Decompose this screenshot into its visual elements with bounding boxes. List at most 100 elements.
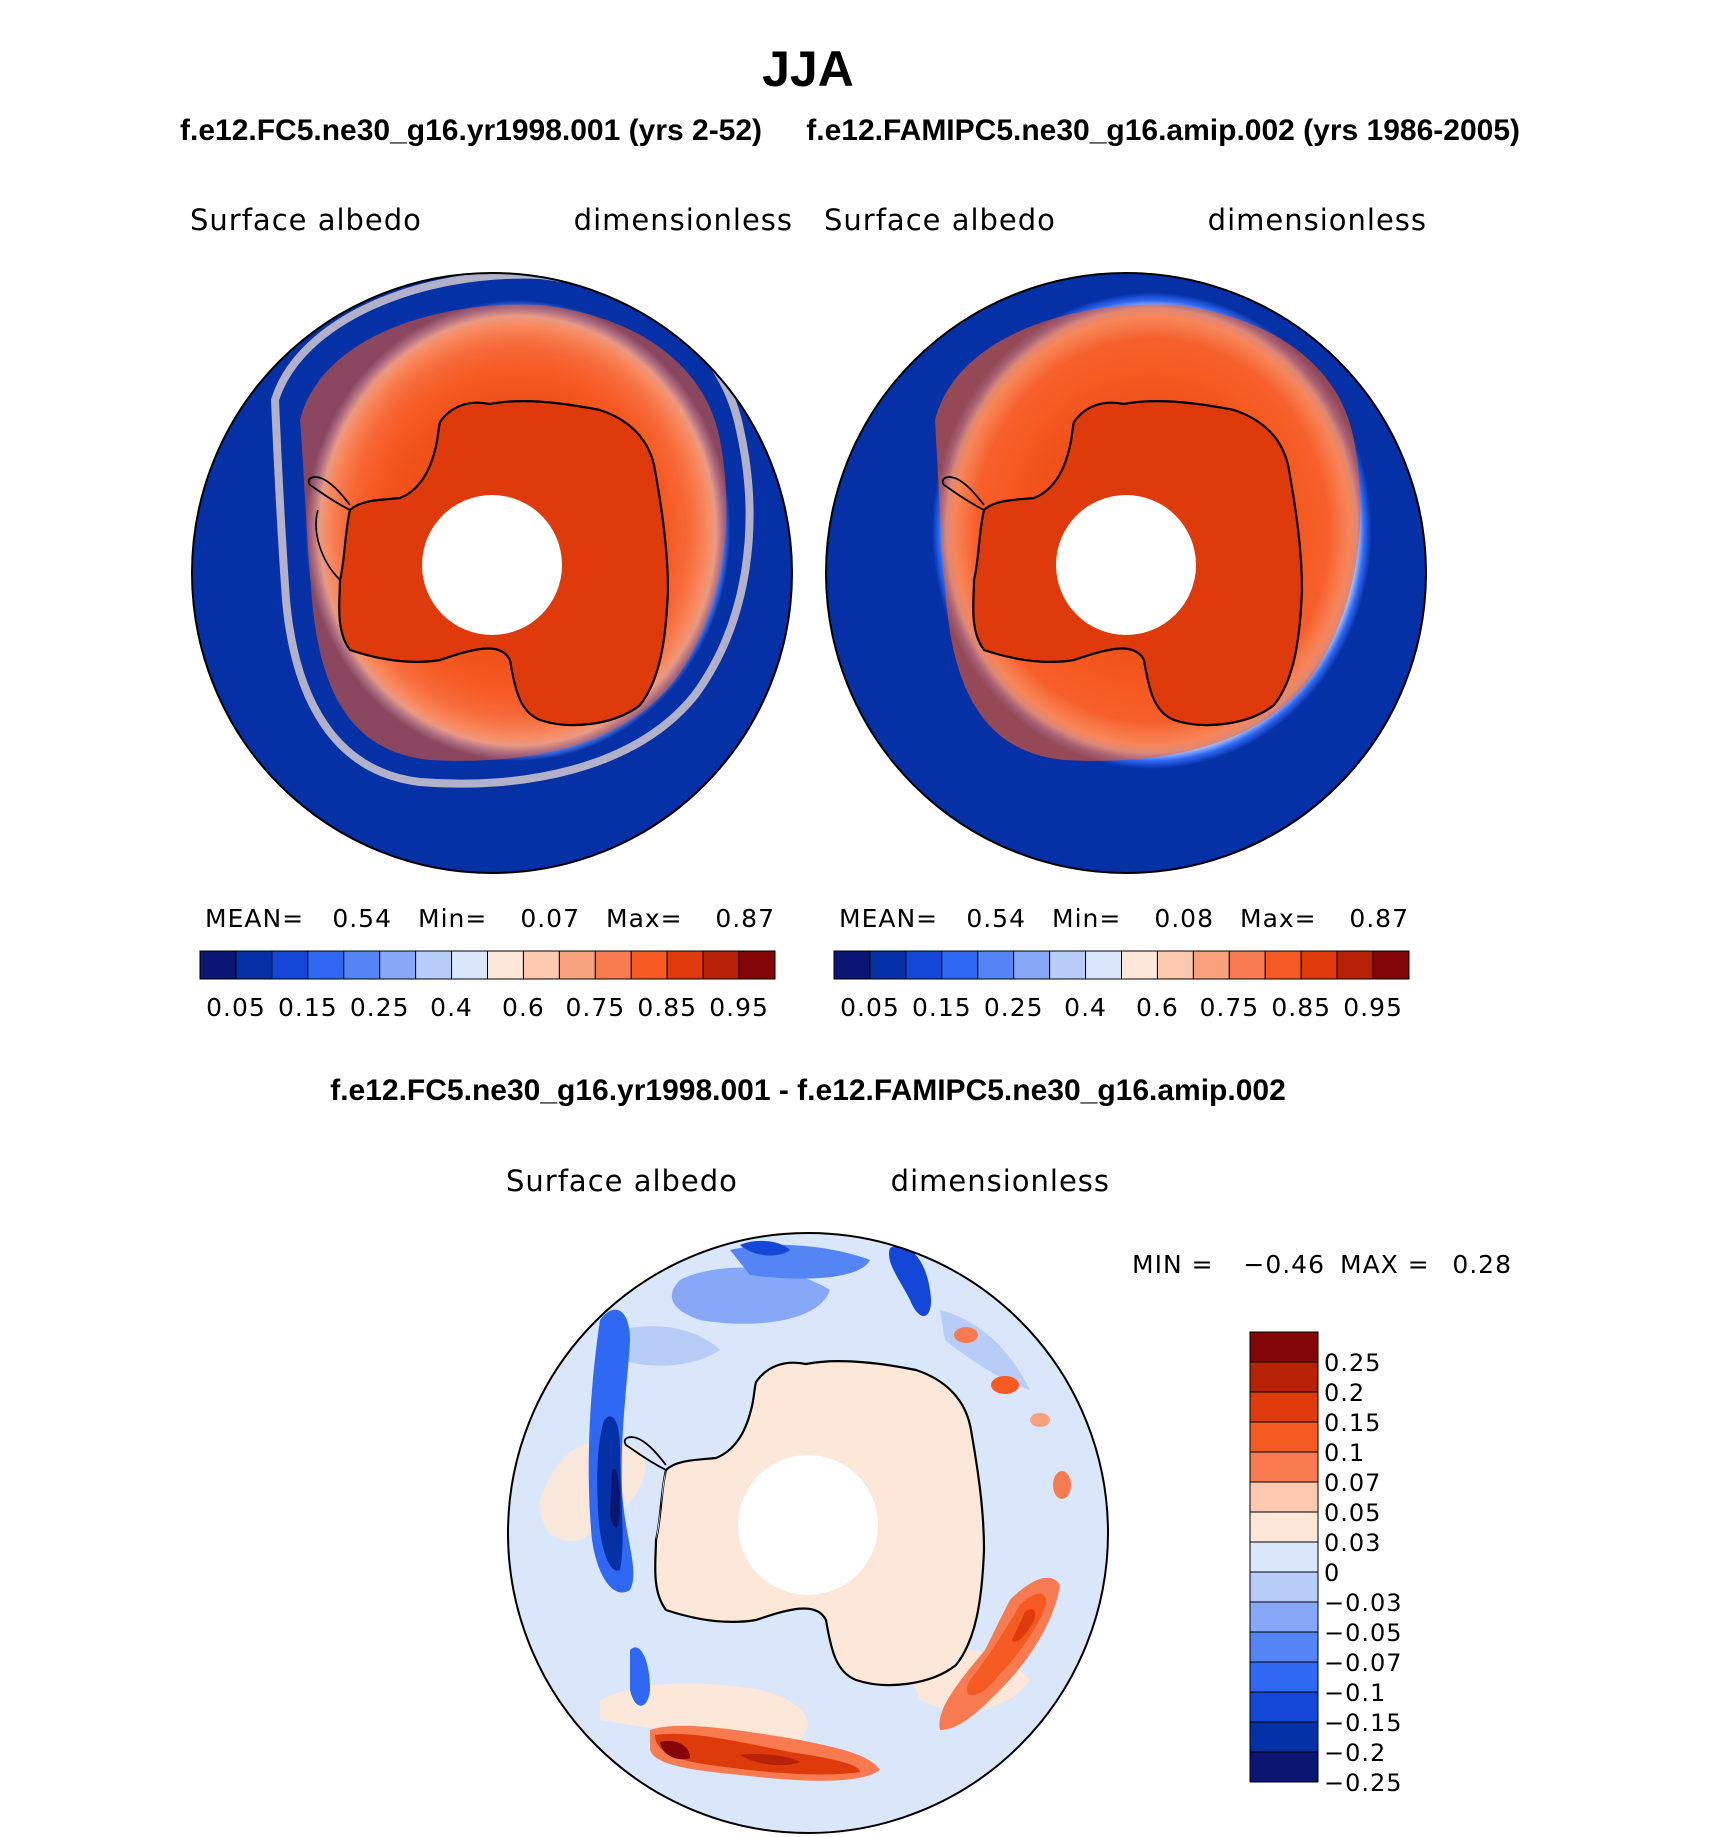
left-colorbar-swatch: [379, 950, 417, 980]
right-case-title: f.e12.FAMIPC5.ne30_g16.amip.002 (yrs 198…: [806, 114, 1520, 147]
left-mean-label: MEAN=: [205, 904, 304, 933]
difference-colorbar-tick-label: −0.03: [1324, 1589, 1403, 1617]
right-max-value: 0.87: [1349, 904, 1409, 933]
right-colorbar-swatch: [1228, 950, 1266, 980]
right-colorbar-swatch: [1156, 950, 1194, 980]
left-colorbar: 0.05 0.15 0.25 0.4 0.6 0.75 0.85 0.95: [199, 950, 776, 1022]
difference-colorbar-tick-label: −0.1: [1324, 1679, 1386, 1707]
left-colorbar-swatch: [415, 950, 453, 980]
right-colorbar-swatch: [1013, 950, 1051, 980]
right-colorbar-swatch: [1049, 950, 1087, 980]
difference-colorbar-swatch: [1249, 1421, 1319, 1453]
difference-colorbar-swatch: [1249, 1571, 1319, 1603]
difference-colorbar-tick-label: 0: [1324, 1559, 1340, 1587]
right-colorbar-swatch: [1264, 950, 1302, 980]
left-colorbar-swatch: [666, 950, 704, 980]
right-colorbar-swatch: [1372, 950, 1410, 980]
left-colorbar-tick-label: 0.4: [430, 993, 473, 1022]
difference-colorbar-swatch: [1249, 1451, 1319, 1483]
difference-colorbar-tick-label: 0.2: [1324, 1379, 1365, 1407]
left-colorbar-tick-label: 0.85: [637, 993, 697, 1022]
left-panel: Surface albedo dimensionless MEAN= 0.54 …: [190, 203, 793, 1022]
difference-colorbar-swatch: [1249, 1511, 1319, 1543]
left-colorbar-tick-label: 0.25: [350, 993, 410, 1022]
difference-colorbar-swatch: [1249, 1391, 1319, 1423]
right-colorbar: 0.05 0.15 0.25 0.4 0.6 0.75 0.85 0.95: [833, 950, 1410, 1022]
left-colorbar-swatch: [307, 950, 345, 980]
difference-colorbar-tick-label: −0.2: [1324, 1739, 1386, 1767]
left-colorbar-tick-label: 0.15: [278, 993, 338, 1022]
right-pole-hole: [1056, 495, 1196, 635]
difference-max-value: 0.28: [1452, 1250, 1512, 1279]
left-colorbar-swatch: [594, 950, 632, 980]
right-panel: Surface albedo dimensionless MEAN= 0.54 …: [824, 203, 1427, 1022]
right-colorbar-tick-label: 0.4: [1064, 993, 1107, 1022]
difference-colorbar-tick-label: 0.1: [1324, 1439, 1365, 1467]
left-colorbar-swatch: [451, 950, 488, 980]
left-min-value: 0.07: [520, 904, 580, 933]
difference-colorbar-tick-label: 0.05: [1324, 1499, 1381, 1527]
difference-colorbar-swatch: [1249, 1661, 1319, 1693]
difference-colorbar-tick-label: −0.07: [1324, 1649, 1403, 1677]
difference-colorbar-swatch: [1249, 1751, 1319, 1783]
left-colorbar-swatch: [738, 950, 776, 980]
right-colorbar-tick-label: 0.95: [1343, 993, 1403, 1022]
right-colorbar-tick-label: 0.85: [1271, 993, 1331, 1022]
right-colorbar-tick-label: 0.25: [984, 993, 1044, 1022]
difference-panel: f.e12.FC5.ne30_g16.yr1998.001 - f.e12.FA…: [330, 1074, 1512, 1834]
right-colorbar-swatch: [1121, 950, 1158, 980]
right-units-label: dimensionless: [1208, 203, 1427, 237]
right-stats: MEAN= 0.54 Min= 0.08 Max= 0.87: [839, 904, 1409, 933]
right-min-value: 0.08: [1154, 904, 1214, 933]
difference-colorbar-swatch: [1249, 1691, 1319, 1723]
right-colorbar-swatch: [977, 950, 1015, 980]
right-colorbar-tick-label: 0.75: [1199, 993, 1259, 1022]
left-case-title: f.e12.FC5.ne30_g16.yr1998.001 (yrs 2-52): [180, 114, 762, 147]
difference-colorbar-swatch: [1249, 1361, 1319, 1393]
left-max-label: Max=: [606, 904, 683, 933]
right-colorbar-swatch: [869, 950, 907, 980]
left-max-value: 0.87: [715, 904, 775, 933]
right-colorbar-tick-label: 0.6: [1136, 993, 1179, 1022]
left-units-label: dimensionless: [574, 203, 793, 237]
right-max-label: Max=: [1240, 904, 1317, 933]
right-colorbar-tick-label: 0.05: [840, 993, 900, 1022]
left-colorbar-swatch: [271, 950, 309, 980]
right-colorbar-swatch: [1085, 950, 1122, 980]
left-colorbar-swatch: [199, 950, 237, 980]
difference-colorbar: 0.250.20.150.10.070.050.030−0.03−0.05−0.…: [1249, 1331, 1403, 1797]
left-colorbar-swatch: [522, 950, 560, 980]
difference-colorbar-tick-label: 0.03: [1324, 1529, 1381, 1557]
left-colorbar-swatch: [343, 950, 381, 980]
right-colorbar-swatch: [941, 950, 979, 980]
right-colorbar-tick-label: 0.15: [912, 993, 972, 1022]
right-mean-value: 0.54: [966, 904, 1026, 933]
left-colorbar-tick-label: 0.75: [565, 993, 625, 1022]
left-min-label: Min=: [418, 904, 487, 933]
difference-units-label: dimensionless: [891, 1164, 1110, 1198]
left-colorbar-tick-label: 0.6: [502, 993, 545, 1022]
difference-colorbar-tick-label: 0.07: [1324, 1469, 1381, 1497]
right-variable-label: Surface albedo: [824, 203, 1056, 237]
left-colorbar-tick-label: 0.95: [709, 993, 769, 1022]
difference-title: f.e12.FC5.ne30_g16.yr1998.001 - f.e12.FA…: [330, 1074, 1286, 1107]
left-pole-hole: [422, 495, 562, 635]
left-mean-value: 0.54: [332, 904, 392, 933]
left-colorbar-swatch: [702, 950, 740, 980]
difference-colorbar-tick-label: −0.15: [1324, 1709, 1403, 1737]
difference-min-label: MIN =: [1132, 1250, 1214, 1279]
right-colorbar-swatch: [1300, 950, 1338, 980]
left-colorbar-swatch: [487, 950, 524, 980]
difference-colorbar-swatch: [1249, 1331, 1319, 1363]
difference-max-label: MAX =: [1340, 1250, 1430, 1279]
left-stats: MEAN= 0.54 Min= 0.07 Max= 0.87: [205, 904, 775, 933]
right-colorbar-swatch: [905, 950, 943, 980]
right-mean-label: MEAN=: [839, 904, 938, 933]
right-polar-map: [826, 273, 1426, 873]
difference-colorbar-swatch: [1249, 1721, 1319, 1753]
right-min-label: Min=: [1052, 904, 1121, 933]
difference-colorbar-tick-label: 0.15: [1324, 1409, 1381, 1437]
right-colorbar-swatch: [833, 950, 871, 980]
left-polar-map: [192, 273, 792, 873]
difference-colorbar-tick-label: 0.25: [1324, 1349, 1381, 1377]
